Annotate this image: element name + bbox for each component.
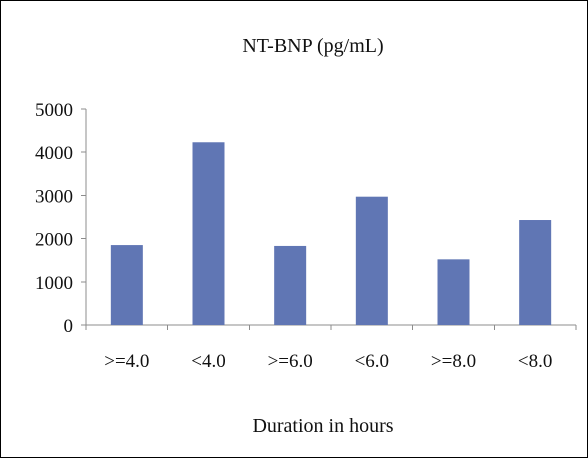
bar (274, 245, 307, 325)
bars (110, 142, 552, 325)
x-tick-label: >=4.0 (104, 351, 149, 372)
y-tick-label: 5000 (35, 100, 73, 121)
bar (437, 259, 470, 325)
x-tick-label: >=8.0 (431, 351, 476, 372)
y-tick-label: 4000 (35, 143, 73, 164)
x-tick-label: <8.0 (518, 351, 552, 372)
x-tick-label: >=6.0 (268, 351, 313, 372)
chart-title: NT-BNP (pg/mL) (242, 35, 383, 57)
y-tick-label: 2000 (35, 230, 73, 251)
bar (192, 142, 225, 325)
y-tick-label: 0 (64, 316, 74, 337)
x-tick-label: <6.0 (355, 351, 389, 372)
y-tick-label: 1000 (35, 273, 73, 294)
y-tick-label: 3000 (35, 186, 73, 207)
bar (519, 220, 552, 325)
bar (355, 196, 388, 325)
x-tick-label: <4.0 (191, 351, 225, 372)
x-axis-label: Duration in hours (252, 415, 393, 437)
y-ticks: 0 1000 2000 3000 4000 5000 (35, 100, 86, 337)
x-ticks: >=4.0 <4.0 >=6.0 <6.0 >=8.0 <8.0 (85, 325, 577, 372)
bar (110, 245, 143, 325)
